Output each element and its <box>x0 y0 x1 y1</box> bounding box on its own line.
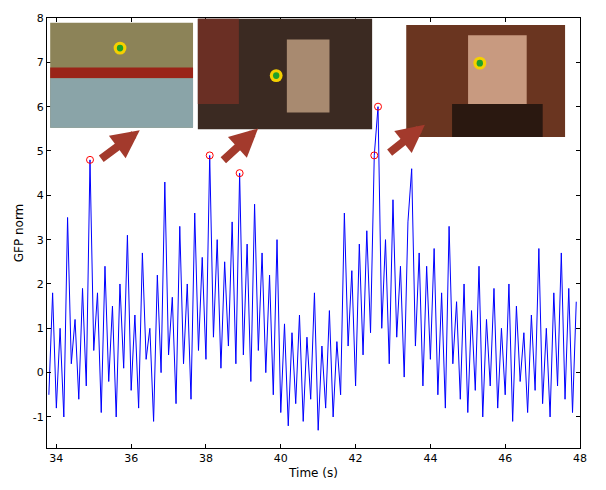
svg-text:1: 1 <box>37 322 44 335</box>
svg-text:42: 42 <box>349 452 363 465</box>
svg-text:2: 2 <box>37 278 44 291</box>
svg-text:48: 48 <box>573 452 587 465</box>
svg-text:7: 7 <box>37 56 44 69</box>
svg-text:-1: -1 <box>33 411 44 424</box>
svg-text:38: 38 <box>199 452 213 465</box>
svg-text:0: 0 <box>37 366 44 379</box>
svg-text:3: 3 <box>37 234 44 247</box>
svg-text:36: 36 <box>124 452 138 465</box>
svg-text:6: 6 <box>37 101 44 114</box>
svg-text:5: 5 <box>37 145 44 158</box>
svg-text:44: 44 <box>423 452 437 465</box>
svg-text:40: 40 <box>274 452 288 465</box>
svg-text:Time (s): Time (s) <box>288 466 338 480</box>
svg-text:34: 34 <box>49 452 63 465</box>
svg-text:46: 46 <box>498 452 512 465</box>
svg-text:4: 4 <box>37 189 44 202</box>
svg-text:8: 8 <box>37 12 44 25</box>
svg-text:GFP norm: GFP norm <box>12 204 26 263</box>
